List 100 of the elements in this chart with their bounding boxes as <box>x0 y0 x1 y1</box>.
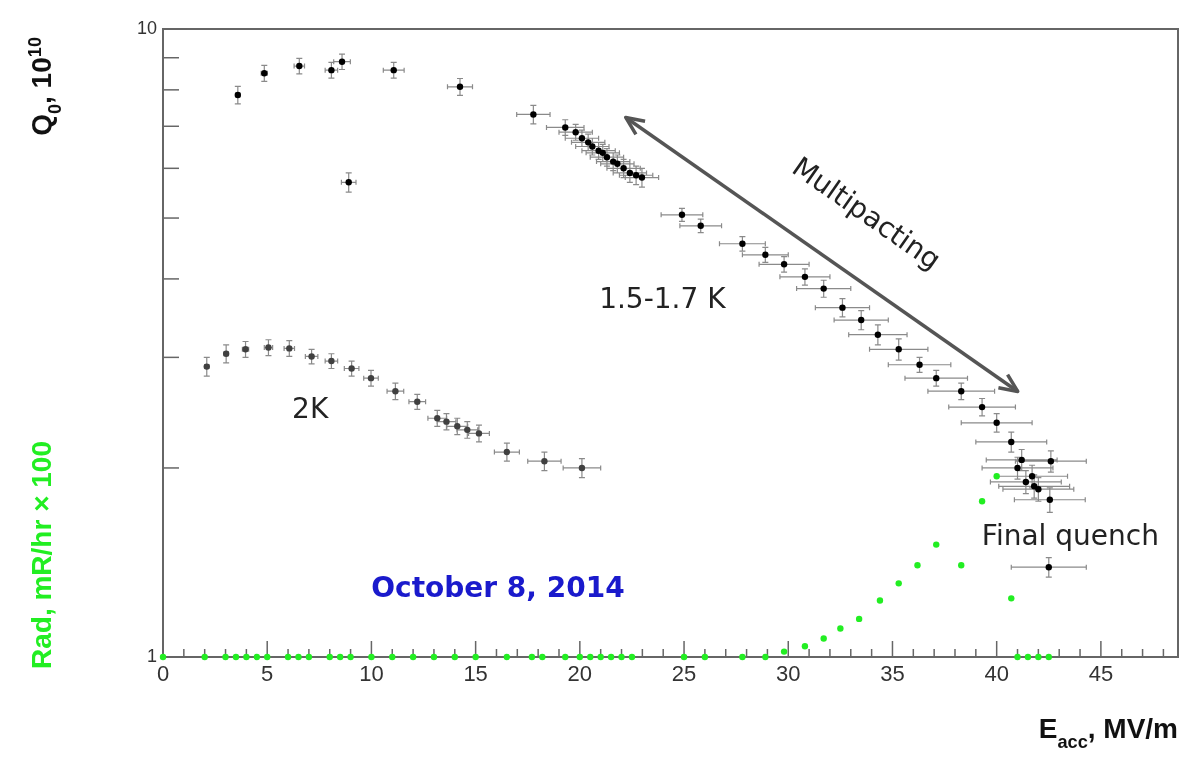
point <box>993 419 1000 427</box>
x-tick-label: 40 <box>984 661 1009 686</box>
point <box>614 160 621 168</box>
point <box>603 153 611 161</box>
point <box>958 562 965 569</box>
point <box>916 361 923 368</box>
point <box>528 653 536 661</box>
point <box>264 653 271 661</box>
x-tick-label: 15 <box>463 661 488 686</box>
x-tick-label: 45 <box>1088 661 1114 686</box>
point <box>739 240 746 247</box>
x-axis-title: E$_{acc}$, MV/m <box>1038 713 1178 752</box>
point <box>895 346 902 353</box>
y-tick-label: 1 <box>146 645 157 666</box>
point <box>780 261 788 268</box>
point <box>1022 478 1030 486</box>
point <box>978 403 986 411</box>
annotation: Final quench <box>981 519 1159 553</box>
point <box>607 653 615 661</box>
point <box>933 541 940 548</box>
x-tick-label: 5 <box>261 661 274 686</box>
point <box>739 653 746 661</box>
x-tick-label: 0 <box>156 661 170 686</box>
point <box>876 597 884 604</box>
point <box>578 135 586 142</box>
x-tick-label: 25 <box>671 661 697 686</box>
point <box>472 653 479 661</box>
point <box>284 653 292 661</box>
point <box>159 653 167 661</box>
annotation: 1.5-1.7 K <box>599 282 727 316</box>
point <box>434 415 441 422</box>
point <box>347 653 354 661</box>
point <box>1046 496 1054 503</box>
point <box>632 172 640 179</box>
point <box>326 653 333 661</box>
point <box>232 653 240 661</box>
point <box>242 346 249 353</box>
point <box>587 653 594 661</box>
point <box>451 653 458 661</box>
point <box>305 653 313 661</box>
x-tick-label: 35 <box>880 661 905 686</box>
point <box>338 58 346 65</box>
point <box>253 653 260 661</box>
point <box>1047 458 1055 465</box>
point <box>1014 464 1021 472</box>
point <box>367 374 375 382</box>
point <box>858 316 865 324</box>
x-tick-label: 10 <box>359 661 384 686</box>
point <box>839 304 846 311</box>
point <box>443 418 450 425</box>
point <box>336 653 344 661</box>
point <box>680 653 688 661</box>
point <box>801 273 809 281</box>
point <box>348 365 355 372</box>
point <box>308 353 315 360</box>
point <box>701 653 709 661</box>
point <box>503 448 511 456</box>
point <box>392 388 399 395</box>
point <box>801 643 809 650</box>
point <box>762 653 769 661</box>
point <box>328 66 335 74</box>
point <box>296 62 303 70</box>
point <box>562 124 569 131</box>
point <box>530 111 537 118</box>
text: Rad, mR/hr × 100 <box>26 441 57 669</box>
point <box>454 423 461 430</box>
point <box>368 653 375 661</box>
point <box>328 357 335 365</box>
point <box>584 139 592 146</box>
point <box>933 374 940 382</box>
point <box>599 149 606 157</box>
point <box>475 430 483 437</box>
point <box>389 653 396 661</box>
point <box>618 653 625 661</box>
point <box>578 464 586 472</box>
point <box>628 653 636 661</box>
point <box>837 625 844 632</box>
point <box>697 222 704 229</box>
point <box>597 653 604 661</box>
point <box>1024 653 1032 661</box>
point <box>345 179 352 186</box>
point <box>572 128 579 136</box>
point <box>464 426 471 434</box>
point <box>390 66 397 74</box>
point <box>820 635 827 642</box>
annotation: October 8, 2014 <box>371 571 625 605</box>
point <box>409 653 417 661</box>
x-tick-label: 30 <box>776 661 801 686</box>
point <box>539 653 546 661</box>
point <box>914 562 921 569</box>
point <box>855 615 863 623</box>
point <box>895 580 902 587</box>
point <box>430 653 438 661</box>
point <box>414 398 421 405</box>
x-tick-label: 20 <box>567 661 593 686</box>
point <box>243 653 250 661</box>
point <box>626 169 634 177</box>
point <box>589 143 596 150</box>
point <box>1008 438 1015 446</box>
point <box>780 648 788 655</box>
